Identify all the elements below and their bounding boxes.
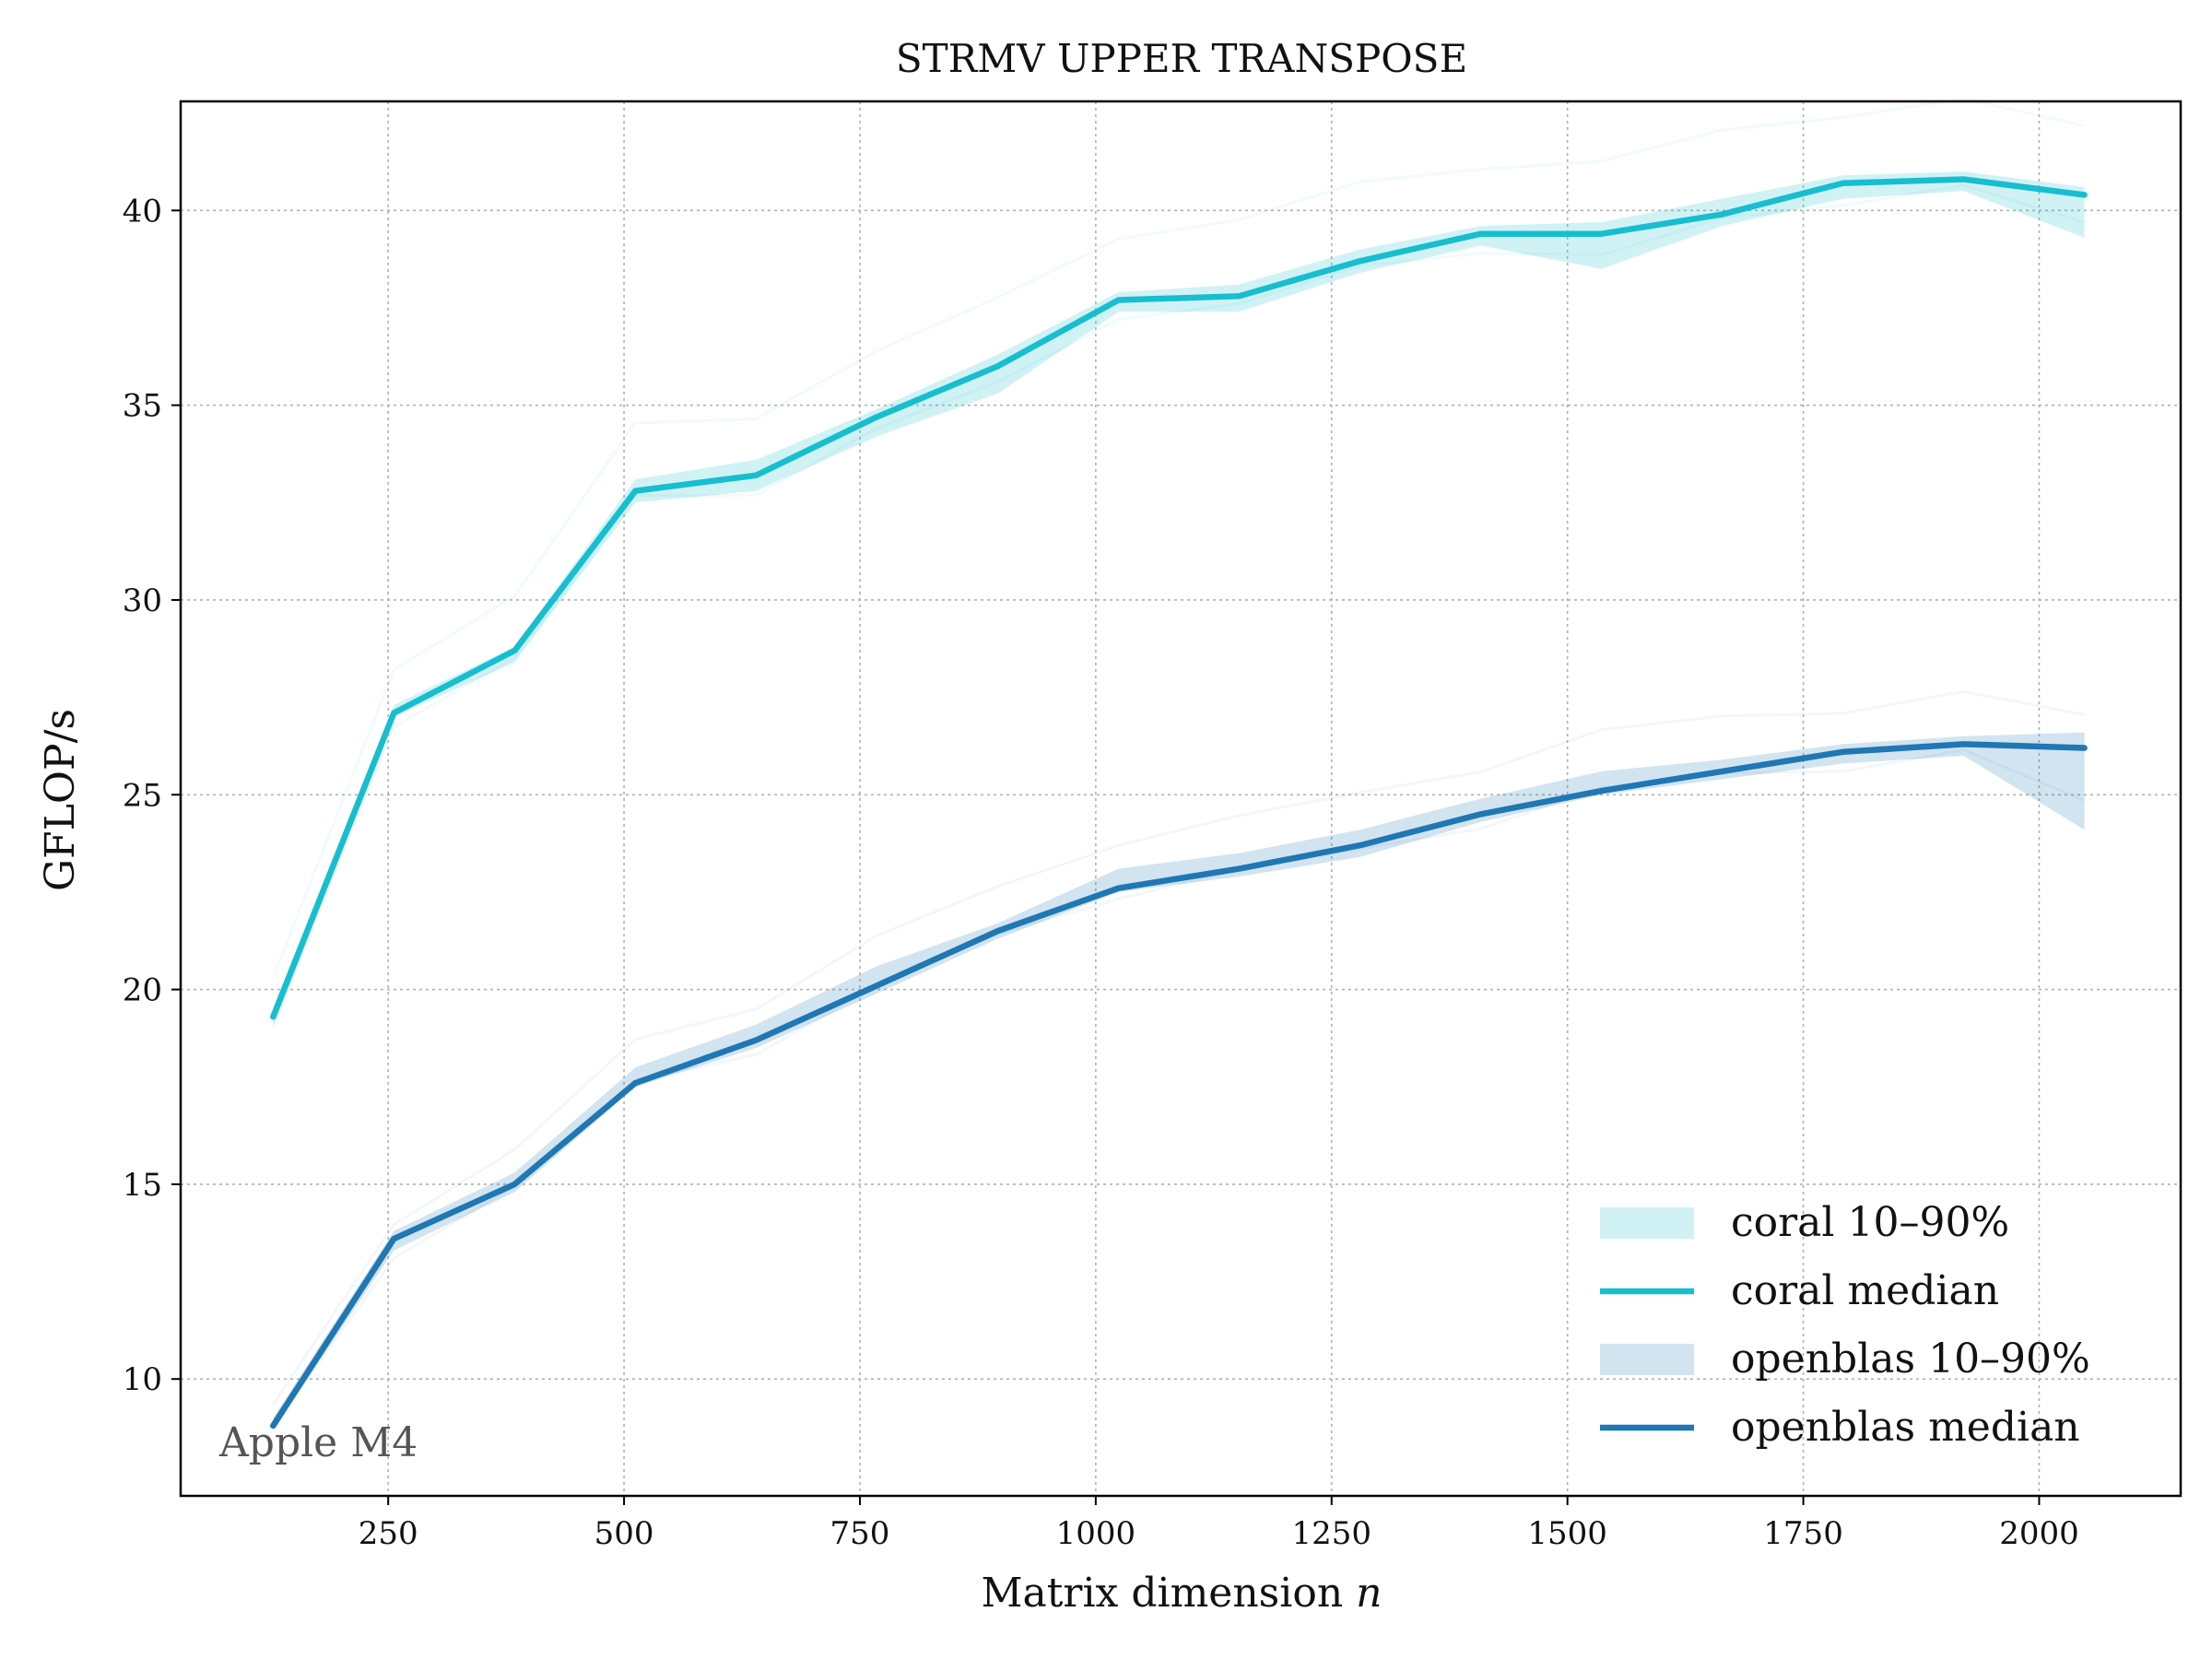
- x-tick-label: 1750: [1763, 1515, 1843, 1552]
- x-tick-label: 1000: [1056, 1515, 1136, 1552]
- legend-coral-band-swatch: [1600, 1207, 1694, 1239]
- legend-openblas-line-label: openblas median: [1731, 1404, 2080, 1451]
- openblas-median-line: [270, 741, 2088, 1430]
- x-axis-ticks: 250 500 750 1000 1250 1500 1750 2000: [359, 1496, 2079, 1552]
- y-tick-label: 40: [123, 193, 162, 229]
- coral-run-trace: [271, 97, 2085, 979]
- y-axis-label: GFLOP/s: [37, 709, 84, 891]
- device-annotation: Apple M4: [218, 1419, 418, 1466]
- y-tick-label: 30: [123, 582, 162, 619]
- coral-median-line: [270, 176, 2088, 1020]
- y-axis-ticks: 10 15 20 25 30 35 40: [123, 193, 181, 1398]
- legend: coral 10–90% coral median openblas 10–90% o…: [1600, 1199, 2090, 1451]
- x-tick-label: 2000: [1999, 1515, 2079, 1552]
- y-tick-label: 35: [123, 388, 162, 425]
- plot-frame: [179, 100, 2183, 1498]
- coral-run-trace: [271, 183, 2086, 1024]
- legend-openblas-band-label: openblas 10–90%: [1731, 1335, 2090, 1382]
- x-axis-label: Matrix dimension n: [981, 1570, 1382, 1617]
- chart-title: STRMV UPPER TRANSPOSE: [896, 36, 1467, 81]
- x-tick-label: 750: [830, 1515, 890, 1552]
- x-tick-label: 500: [594, 1515, 654, 1552]
- x-tick-label: 1500: [1527, 1515, 1607, 1552]
- y-tick-label: 10: [123, 1361, 162, 1398]
- legend-coral-line-label: coral median: [1731, 1267, 1999, 1314]
- x-tick-label: 1250: [1292, 1515, 1372, 1552]
- y-tick-label: 20: [123, 972, 162, 1009]
- openblas-run-trace: [272, 689, 2085, 1406]
- legend-openblas-band-swatch: [1600, 1344, 1694, 1375]
- legend-coral-band-label: coral 10–90%: [1731, 1199, 2009, 1246]
- grid: [181, 101, 2181, 1496]
- median-lines: [270, 176, 2088, 1430]
- x-tick-label: 250: [359, 1515, 418, 1552]
- y-tick-label: 15: [123, 1167, 162, 1204]
- y-tick-label: 25: [123, 777, 162, 814]
